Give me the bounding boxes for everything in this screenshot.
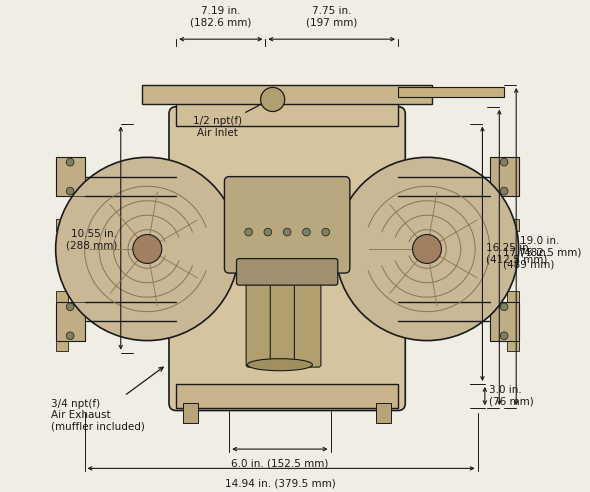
Bar <box>507 171 519 183</box>
Circle shape <box>322 228 330 236</box>
FancyBboxPatch shape <box>294 280 321 367</box>
Circle shape <box>245 228 253 236</box>
FancyBboxPatch shape <box>246 280 273 367</box>
FancyBboxPatch shape <box>181 94 215 126</box>
Circle shape <box>66 303 74 310</box>
Bar <box>507 291 519 303</box>
FancyBboxPatch shape <box>169 107 405 410</box>
Bar <box>376 403 391 423</box>
Bar <box>55 291 68 303</box>
Bar <box>55 339 68 351</box>
Bar <box>490 302 519 340</box>
Bar <box>55 302 84 340</box>
Circle shape <box>66 158 74 166</box>
Circle shape <box>500 332 508 339</box>
Circle shape <box>283 228 291 236</box>
Circle shape <box>66 332 74 339</box>
Text: 17.75 in.
(489 mm): 17.75 in. (489 mm) <box>503 248 554 270</box>
Circle shape <box>66 187 74 195</box>
Circle shape <box>261 88 285 112</box>
Text: 16.25 in.
(412.5 mm): 16.25 in. (412.5 mm) <box>486 243 547 265</box>
Text: 19.0 in.
(482.5 mm): 19.0 in. (482.5 mm) <box>520 236 581 257</box>
Circle shape <box>500 158 508 166</box>
Text: 3.0 in.
(76 mm): 3.0 in. (76 mm) <box>489 385 533 407</box>
Circle shape <box>264 228 272 236</box>
Text: 10.55 in.
(288 mm): 10.55 in. (288 mm) <box>66 228 117 250</box>
Bar <box>490 157 519 196</box>
Circle shape <box>500 303 508 310</box>
Text: 1/2 npt(f)
Air Inlet: 1/2 npt(f) Air Inlet <box>193 101 267 138</box>
Text: 6.0 in. (152.5 mm): 6.0 in. (152.5 mm) <box>231 459 329 469</box>
FancyBboxPatch shape <box>359 94 393 126</box>
Circle shape <box>500 187 508 195</box>
Bar <box>183 403 198 423</box>
Text: 7.19 in.
(182.6 mm): 7.19 in. (182.6 mm) <box>190 5 251 27</box>
FancyBboxPatch shape <box>224 177 350 273</box>
Bar <box>55 157 84 196</box>
Circle shape <box>55 157 239 340</box>
Circle shape <box>303 228 310 236</box>
Bar <box>55 219 68 231</box>
Circle shape <box>412 235 441 263</box>
Bar <box>507 219 519 231</box>
Bar <box>398 88 504 97</box>
Text: 7.75 in.
(197 mm): 7.75 in. (197 mm) <box>306 5 358 27</box>
Circle shape <box>133 235 162 263</box>
FancyBboxPatch shape <box>176 94 398 126</box>
Bar <box>176 384 398 408</box>
Bar <box>142 85 432 104</box>
Circle shape <box>335 157 519 340</box>
FancyBboxPatch shape <box>237 259 337 285</box>
Bar <box>55 171 68 183</box>
Ellipse shape <box>247 359 313 371</box>
Text: 14.94 in. (379.5 mm): 14.94 in. (379.5 mm) <box>225 478 335 488</box>
Bar <box>507 339 519 351</box>
Text: 3/4 npt(f)
Air Exhaust
(muffler included): 3/4 npt(f) Air Exhaust (muffler included… <box>51 367 163 432</box>
FancyBboxPatch shape <box>270 280 297 367</box>
